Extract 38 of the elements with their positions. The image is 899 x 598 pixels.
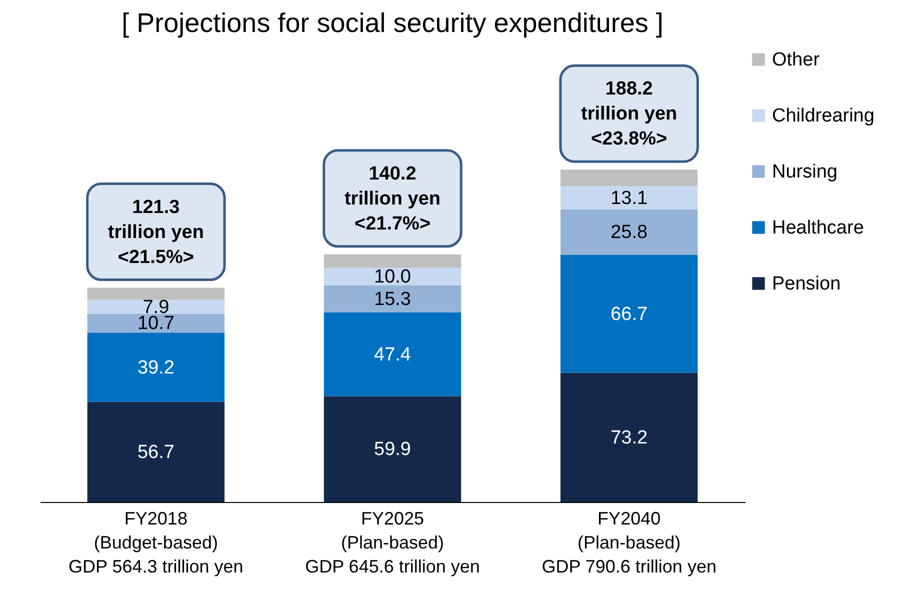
legend-label: Other (772, 50, 820, 70)
data-label: 25.8 (610, 222, 648, 244)
bar (87, 300, 225, 314)
bar (560, 170, 698, 186)
bar (324, 285, 462, 313)
bar (324, 254, 462, 268)
bar (87, 314, 225, 333)
data-label: 66.7 (610, 304, 648, 325)
data-label: 73.2 (610, 427, 648, 448)
data-label: 39.2 (137, 357, 174, 378)
legend-label: Healthcare (772, 218, 864, 238)
bar (560, 372, 698, 502)
x-tick-label: FY2018 (Budget-based) GDP 564.3 trillion yen (68, 508, 244, 576)
data-label: 56.7 (137, 442, 174, 463)
legend-label: Nursing (772, 162, 838, 182)
x-tick-label: FY2025 (Plan-based) GDP 645.6 trillion yen (305, 508, 480, 576)
bar (324, 268, 462, 286)
bar (560, 209, 698, 255)
total-label: 121.3 trillion yen <21.5%> (108, 196, 204, 268)
legend-label: Pension (772, 274, 841, 294)
bar (87, 288, 225, 300)
data-label: 10.7 (137, 313, 174, 334)
total-label: 140.2 trillion yen <21.7%> (344, 163, 441, 234)
bar (324, 396, 462, 502)
bar (324, 312, 462, 396)
legend-label: Childrearing (772, 106, 874, 126)
data-label: 13.1 (610, 188, 648, 209)
chart-title: [ Projections for social security expenditures ] (122, 8, 664, 38)
x-tick-label: FY2040 (Plan-based) GDP 790.6 trillion yen (542, 508, 716, 576)
total-label: 188.2 trillion yen <23.8%> (581, 78, 678, 150)
bar (560, 254, 698, 373)
data-label: 59.9 (374, 439, 411, 460)
bar (87, 402, 225, 502)
bar (560, 186, 698, 210)
data-label: 47.4 (374, 344, 412, 366)
data-label: 15.3 (374, 289, 411, 310)
data-label: 10.0 (374, 266, 411, 288)
bar (87, 332, 225, 402)
